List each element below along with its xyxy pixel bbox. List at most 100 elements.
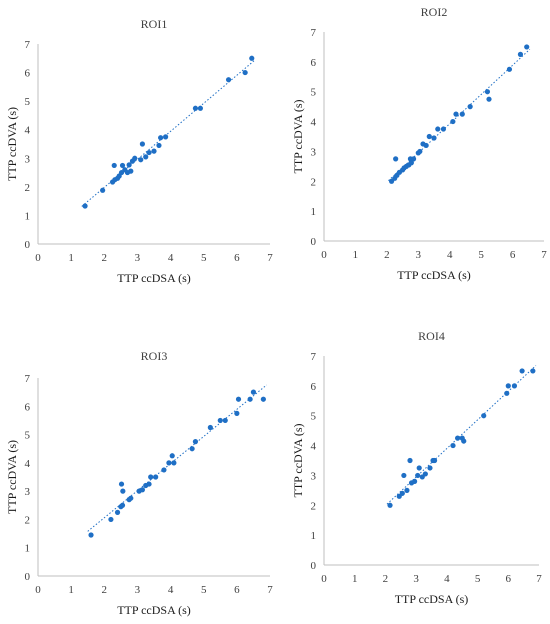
y-tick-label: 4 [25, 125, 31, 137]
x-tick-label: 1 [352, 573, 358, 585]
data-point [192, 105, 199, 111]
data-point [387, 502, 393, 508]
data-point [153, 474, 159, 480]
y-tick-label: 1 [25, 543, 31, 555]
x-tick-label: 2 [102, 584, 108, 596]
y-tick-label: 4 [25, 458, 31, 470]
x-tick-label: 5 [201, 584, 207, 596]
data-point [119, 162, 126, 169]
y-tick-label: 4 [311, 117, 317, 129]
data-point [455, 435, 461, 441]
x-tick-label: 3 [416, 249, 422, 261]
x-tick-label: 3 [413, 573, 419, 585]
y-tick-label: 0 [25, 239, 31, 251]
x-tick-label: 0 [35, 252, 41, 264]
x-tick-label: 2 [383, 573, 389, 585]
data-point [517, 51, 524, 57]
data-point [171, 460, 177, 466]
x-tick-label: 0 [321, 573, 327, 585]
x-axis-label: TTP ccDSA (s) [117, 271, 191, 285]
y-tick-label: 7 [311, 27, 317, 39]
data-point [450, 118, 456, 125]
y-tick-label: 3 [25, 486, 31, 498]
y-tick-label: 1 [311, 206, 317, 218]
y-tick-label: 2 [25, 182, 31, 194]
y-tick-label: 7 [25, 373, 31, 385]
data-point [249, 55, 255, 61]
y-tick-label: 2 [25, 514, 31, 526]
y-tick-label: 6 [25, 401, 31, 413]
data-point [422, 471, 428, 477]
data-point [440, 126, 447, 132]
roi4-chart: 0 1 2 3 4 5 6 7 0 1 2 3 4 5 6 7 ROI4 TTP ccDSA (s) TTP ccD… [291, 329, 542, 606]
data-point [222, 417, 228, 424]
y-tick-label: 7 [25, 39, 31, 51]
y-tick-label: 5 [25, 430, 31, 442]
x-tick-label: 5 [478, 249, 484, 261]
data-point [119, 502, 126, 508]
data-point [408, 160, 414, 166]
roi2-title: ROI2 [421, 5, 448, 19]
data-point [484, 89, 491, 95]
data-point [139, 487, 145, 493]
y-tick-label: 1 [311, 530, 317, 542]
data-point [88, 532, 94, 538]
y-tick-label: 2 [311, 500, 317, 512]
y-tick-label: 3 [311, 146, 317, 158]
trendline [87, 384, 268, 532]
y-tick-label: 2 [311, 176, 317, 188]
x-tick-label: 2 [102, 252, 108, 264]
data-point [151, 148, 157, 154]
data-point [407, 457, 413, 464]
x-axis-label: TTP ccDSA (s) [395, 592, 469, 606]
data-point [399, 490, 405, 496]
data-point [235, 396, 242, 402]
data-point [108, 516, 114, 523]
x-tick-label: 7 [267, 584, 273, 596]
y-tick-label: 0 [25, 571, 31, 583]
data-point [148, 474, 154, 480]
data-point [393, 156, 399, 162]
data-point [146, 481, 152, 487]
roi1-chart: 0 1 2 3 4 5 6 7 0 1 2 3 4 5 6 7 ROI1 TTP ccDSA (s) TTP ccD… [5, 17, 273, 285]
y-tick-label: 6 [311, 57, 317, 69]
y-tick-label: 4 [311, 441, 317, 453]
y-tick-label: 0 [311, 560, 317, 572]
x-tick-label: 5 [201, 252, 207, 264]
y-tick-label: 5 [311, 87, 317, 99]
x-tick-label: 0 [35, 584, 41, 596]
data-point [412, 478, 418, 484]
y-axis-label: TTP ccDVA (s) [5, 440, 19, 514]
x-tick-label: 6 [506, 573, 512, 585]
data-point [192, 439, 199, 445]
data-point [146, 149, 152, 156]
data-point [120, 488, 126, 494]
x-tick-label: 1 [68, 584, 74, 596]
data-point [225, 77, 232, 83]
data-point [431, 135, 437, 141]
data-point [169, 453, 175, 459]
y-tick-label: 5 [311, 411, 317, 423]
roi2-chart: 0 1 2 3 4 5 6 7 0 1 2 3 4 5 6 7 ROI2 TTP ccDSA (s) TTP ccD… [291, 5, 547, 282]
x-tick-label: 1 [68, 252, 74, 264]
data-point [247, 396, 253, 402]
y-tick-label: 3 [25, 153, 31, 165]
roi3-title: ROI3 [141, 349, 168, 363]
x-tick-label: 6 [234, 584, 240, 596]
x-axis-label: TTP ccDSA (s) [397, 268, 471, 282]
x-tick-label: 4 [168, 584, 174, 596]
x-tick-label: 6 [234, 252, 240, 264]
x-tick-label: 4 [168, 252, 174, 264]
data-point [461, 438, 467, 444]
data-point [217, 417, 223, 424]
data-point [128, 495, 134, 501]
roi3-chart: 0 1 2 3 4 5 6 7 0 1 2 3 4 5 6 7 ROI3 TTP ccDSA (s) TTP ccD… [5, 349, 273, 617]
data-point [163, 134, 169, 140]
data-point [481, 413, 487, 419]
data-point [415, 472, 421, 479]
data-point [404, 487, 410, 493]
data-point [519, 368, 525, 374]
data-point [139, 141, 145, 147]
data-point [505, 383, 511, 389]
